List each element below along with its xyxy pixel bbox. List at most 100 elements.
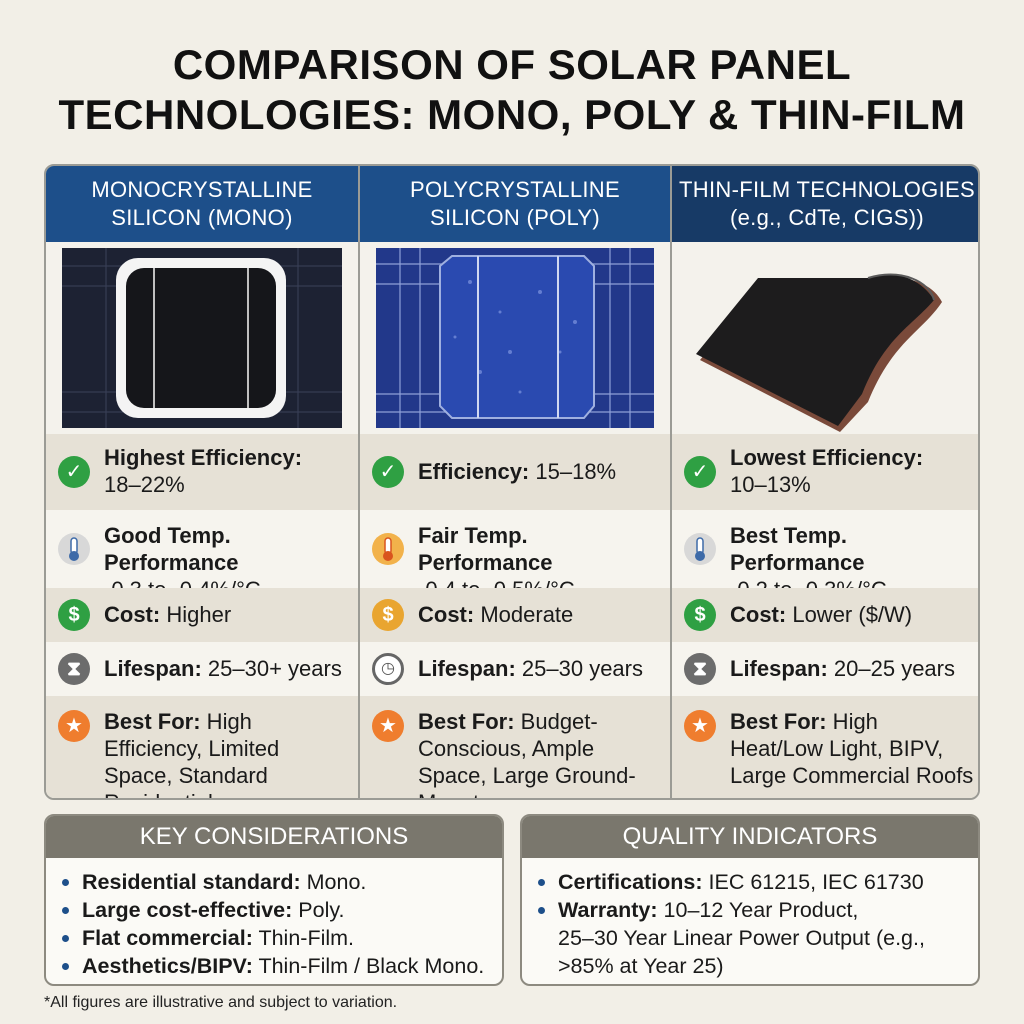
best-for-label: Best For: <box>418 709 515 734</box>
cost-label: Cost: <box>104 602 161 627</box>
cost-row: $ Cost: Moderate <box>360 588 670 642</box>
efficiency-value: 10–13% <box>730 472 811 497</box>
best-for-label: Best For: <box>104 709 201 734</box>
key-considerations-heading: KEY CONSIDERATIONS <box>46 816 502 858</box>
cost-value: Moderate <box>474 602 574 627</box>
temperature-row: Good Temp. Performance -0.3 to -0.4%/°C <box>46 510 358 602</box>
temperature-label: Fair Temp. Performance <box>418 523 553 575</box>
temperature-label: Good Temp. Performance <box>104 523 239 575</box>
item-label: Large cost-effective: <box>82 898 293 922</box>
best-for-row: ★ Best For: High Heat/Low Light, BIPV, L… <box>672 696 978 798</box>
best-for-value: High Efficiency, Limited Space, Standard… <box>104 709 280 798</box>
column-header-line: THIN-FILM TECHNOLOGIES <box>679 177 975 202</box>
check-icon: ✓ <box>58 456 90 488</box>
item-label: Flat commercial: <box>82 926 253 950</box>
best-for-label: Best For: <box>730 709 827 734</box>
temperature-row: Fair Temp. Performance -0.4 to -0.5%/°C <box>360 510 670 602</box>
lifespan-row: ⧗ Lifespan: 25–30+ years <box>46 642 358 696</box>
star-icon: ★ <box>372 710 404 742</box>
item-value: Mono. <box>300 870 367 894</box>
title-line-1: COMPARISON OF SOLAR PANEL <box>172 41 852 88</box>
cost-label: Cost: <box>730 602 787 627</box>
poly-panel-image <box>360 242 670 434</box>
temperature-label: Best Temp. Performance <box>730 523 865 575</box>
item-value: IEC 61215, IEC 61730 <box>702 870 924 894</box>
quality-indicators-list: Certifications: IEC 61215, IEC 61730 War… <box>522 858 978 980</box>
quality-indicators-box: QUALITY INDICATORS Certifications: IEC 6… <box>520 814 980 986</box>
list-item: Warranty: 10–12 Year Product, 25–30 Year … <box>536 896 964 980</box>
star-icon: ★ <box>58 710 90 742</box>
cost-value: Higher <box>160 602 232 627</box>
column-header-thin-film: THIN-FILM TECHNOLOGIES (e.g., CdTe, CIGS… <box>672 166 978 242</box>
efficiency-value: 18–22% <box>104 472 185 497</box>
mono-panel-image <box>46 242 358 434</box>
efficiency-row: ✓ Highest Efficiency: 18–22% <box>46 434 358 510</box>
column-header-line: (e.g., CdTe, CIGS)) <box>730 205 924 230</box>
dollar-icon: $ <box>372 599 404 631</box>
item-label: Aesthetics/BIPV: <box>82 954 253 978</box>
item-value: Poly. <box>292 898 345 922</box>
column-header-mono: MONOCRYSTALLINE SILICON (MONO) <box>46 166 358 242</box>
best-for-row: ★ Best For: Budget-Conscious, Ample Spac… <box>360 696 670 798</box>
thermometer-icon <box>684 533 716 565</box>
item-label: Certifications: <box>558 870 703 894</box>
column-header-poly: POLYCRYSTALLINE SILICON (POLY) <box>360 166 670 242</box>
poly-cell-illustration <box>376 248 654 428</box>
efficiency-row: ✓ Efficiency: 15–18% <box>360 434 670 510</box>
lifespan-row: ⧗ Lifespan: 20–25 years <box>672 642 978 696</box>
thin-film-sheet-illustration <box>696 273 942 432</box>
comparison-table: MONOCRYSTALLINE SILICON (MONO) ✓ Highest… <box>44 164 980 800</box>
check-icon: ✓ <box>684 456 716 488</box>
lifespan-label: Lifespan: <box>730 656 828 681</box>
page-title: COMPARISON OF SOLAR PANEL TECHNOLOGIES: … <box>0 40 1024 140</box>
list-item: Residential standard: Mono. <box>60 868 488 896</box>
list-item: Aesthetics/BIPV: Thin-Film / Black Mono. <box>60 952 488 980</box>
item-value: 10–12 Year Product, <box>657 898 859 922</box>
lifespan-label: Lifespan: <box>418 656 516 681</box>
column-header-line: MONOCRYSTALLINE <box>91 177 313 202</box>
column-header-line: SILICON (POLY) <box>429 205 601 230</box>
efficiency-value: 15–18% <box>529 459 617 484</box>
check-icon: ✓ <box>372 456 404 488</box>
cost-value: Lower ($/W) <box>786 602 913 627</box>
item-label: Residential standard: <box>82 870 301 894</box>
column-poly: POLYCRYSTALLINE SILICON (POLY) <box>358 166 670 798</box>
hourglass-icon: ⧗ <box>684 653 716 685</box>
thermometer-icon <box>372 533 404 565</box>
best-for-value: High Heat/Low Light, BIPV, Large Commerc… <box>730 709 974 788</box>
lifespan-label: Lifespan: <box>104 656 202 681</box>
list-item: Certifications: IEC 61215, IEC 61730 <box>536 868 964 896</box>
lifespan-value: 25–30+ years <box>201 656 342 681</box>
column-mono: MONOCRYSTALLINE SILICON (MONO) ✓ Highest… <box>46 166 358 798</box>
star-icon: ★ <box>684 710 716 742</box>
clock-icon: ◷ <box>372 653 404 685</box>
item-label: Warranty: <box>558 898 658 922</box>
lifespan-row: ◷ Lifespan: 25–30 years <box>360 642 670 696</box>
lifespan-value: 25–30 years <box>515 656 643 681</box>
efficiency-label: Highest Efficiency: <box>104 445 303 470</box>
title-line-2: TECHNOLOGIES: MONO, POLY & THIN-FILM <box>58 91 966 138</box>
column-thin-film: THIN-FILM TECHNOLOGIES (e.g., CdTe, CIGS… <box>670 166 978 798</box>
cost-label: Cost: <box>418 602 475 627</box>
thermometer-icon <box>58 533 90 565</box>
quality-indicators-heading: QUALITY INDICATORS <box>522 816 978 858</box>
list-item: Flat commercial: Thin-Film. <box>60 924 488 952</box>
best-for-value: Budget-Conscious, Ample Space, Large Gro… <box>418 709 636 798</box>
cost-row: $ Cost: Lower ($/W) <box>672 588 978 642</box>
dollar-icon: $ <box>684 599 716 631</box>
mono-cell-illustration <box>62 248 342 428</box>
key-considerations-list: Residential standard: Mono. Large cost-e… <box>46 858 502 980</box>
lifespan-value: 20–25 years <box>827 656 955 681</box>
item-continuation: 25–30 Year Linear Power Output (e.g., >8… <box>558 926 925 978</box>
temperature-row: Best Temp. Performance -0.2 to -0.3%/°C <box>672 510 978 602</box>
list-item: Large cost-effective: Poly. <box>60 896 488 924</box>
best-for-row: ★ Best For: High Efficiency, Limited Spa… <box>46 696 358 798</box>
efficiency-label: Efficiency: <box>418 459 530 484</box>
item-value: Thin-Film / Black Mono. <box>252 954 485 978</box>
efficiency-row: ✓ Lowest Efficiency: 10–13% <box>672 434 978 510</box>
efficiency-label: Lowest Efficiency: <box>730 445 924 470</box>
dollar-icon: $ <box>58 599 90 631</box>
item-value: Thin-Film. <box>252 926 355 950</box>
thin-film-panel-image <box>672 242 978 434</box>
hourglass-icon: ⧗ <box>58 653 90 685</box>
